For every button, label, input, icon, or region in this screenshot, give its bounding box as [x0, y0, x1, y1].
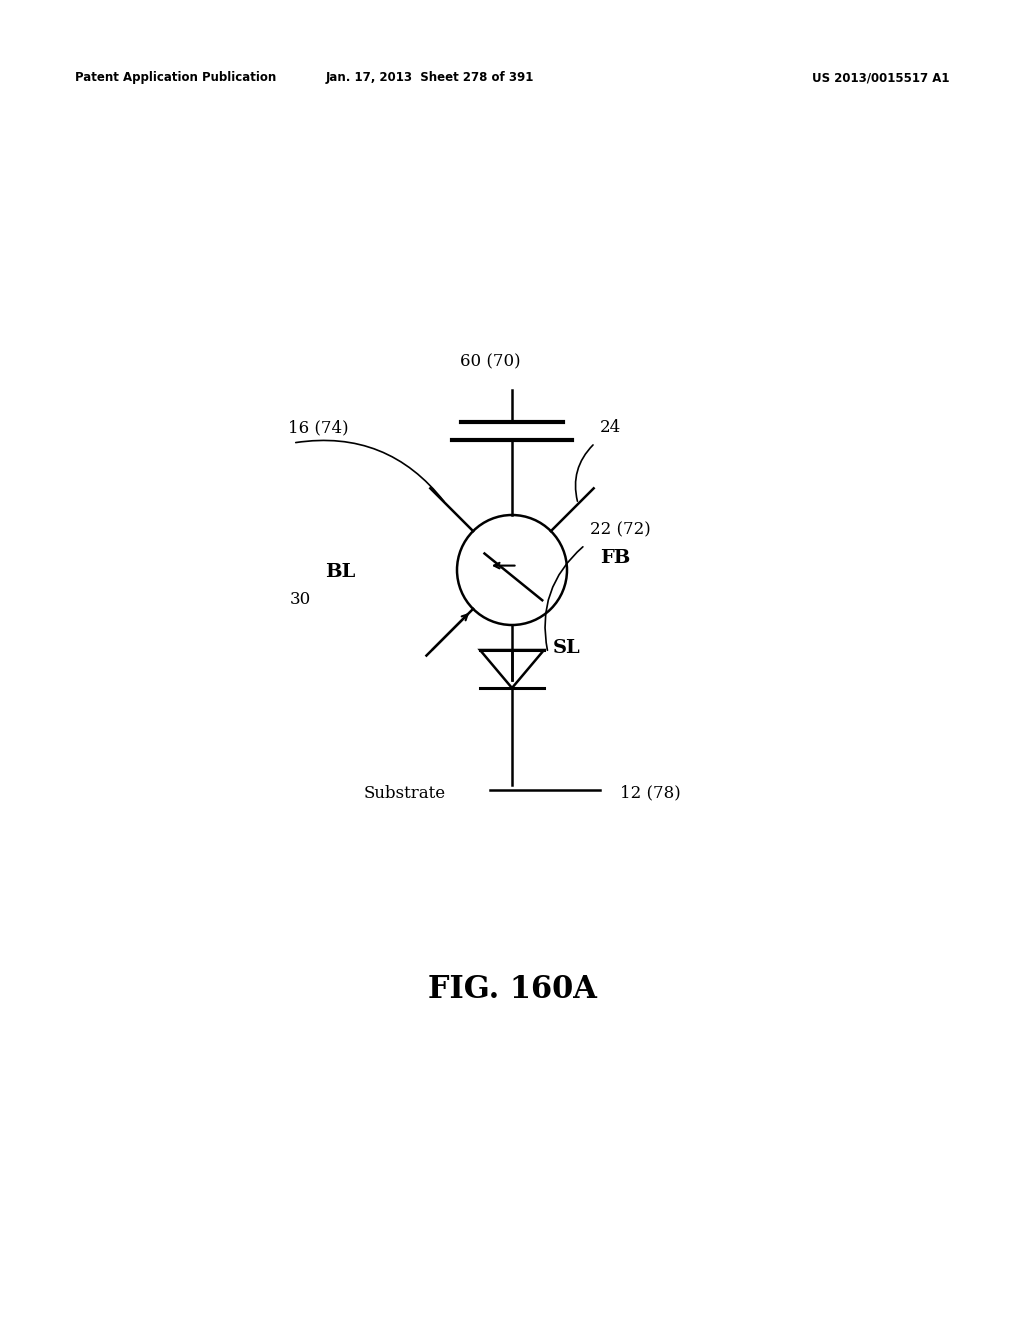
- Text: FIG. 160A: FIG. 160A: [428, 974, 596, 1006]
- Text: SL: SL: [553, 639, 581, 657]
- Text: Jan. 17, 2013  Sheet 278 of 391: Jan. 17, 2013 Sheet 278 of 391: [326, 71, 535, 84]
- Text: 24: 24: [600, 420, 622, 437]
- Text: Substrate: Substrate: [364, 784, 446, 801]
- Text: FB: FB: [600, 549, 631, 568]
- Text: 16 (74): 16 (74): [288, 420, 348, 437]
- Text: 12 (78): 12 (78): [620, 784, 681, 801]
- Text: BL: BL: [325, 564, 355, 581]
- Text: 30: 30: [290, 591, 311, 609]
- Text: 60 (70): 60 (70): [460, 352, 520, 370]
- Text: 22 (72): 22 (72): [590, 521, 650, 539]
- Text: Patent Application Publication: Patent Application Publication: [75, 71, 276, 84]
- Text: US 2013/0015517 A1: US 2013/0015517 A1: [812, 71, 950, 84]
